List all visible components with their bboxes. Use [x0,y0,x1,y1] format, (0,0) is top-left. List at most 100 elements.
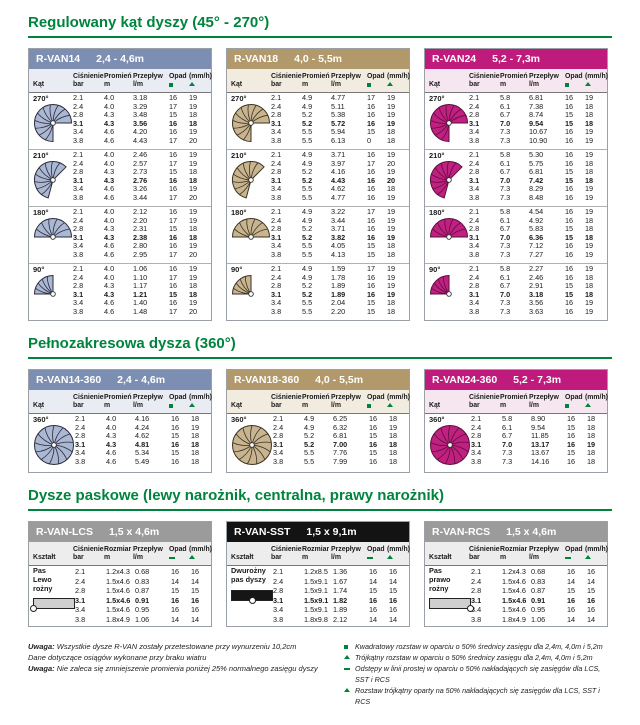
table-cell: 2.8 [471,586,482,596]
table-cell: 6.1 [500,272,511,282]
nozzle-icon-360 [231,424,273,471]
column-label: Kąt [33,81,45,88]
table-cell: 14 [171,576,180,586]
table-cell: 19 [585,298,594,308]
angle-group: 210° 2.1 4.9 3.71 16 19 2.4 4.9 3.97 17 20 2.8 5.2 4.… [227,149,409,206]
table-cell: 15 [367,127,376,137]
table-cell: 2.8 [73,281,84,291]
table-cell: 16 [369,595,378,605]
column-headers: Ciśnienie bar Promień m Przepływ l/m Opad (mm/h… [469,394,608,410]
table-cell: 19 [585,249,594,259]
table-cell: 3.1 [273,439,284,449]
table-values: 2.1 4.9 4.77 17 19 2.4 4.9 5.11 16 19 2.8 5.2 5.38 16… [271,93,407,148]
table-cell: 8.48 [529,192,544,202]
angle-cell: 360° [231,415,273,471]
table-name: R-VAN18-360 [234,374,300,386]
table-cell: 15 [565,110,574,120]
column-sublabel: l/m [331,402,341,409]
table-cell: 18 [191,431,200,441]
table-cell: 5.2 [302,167,313,177]
table-cell: 17 [367,207,376,216]
table-values: 2.1 4.0 2.12 16 19 2.4 4.0 2.20 17 19 2.8 4.3 2.31 15… [73,207,209,262]
table-cell: 18 [587,431,596,441]
table-cell: 18 [585,224,594,234]
spec-table-rvan24-360: R-VAN24-360 5,2 - 7,3m Kąt Ciśnienie bar Prom… [424,369,608,473]
strip-group: Dwurożny pas dyszy 2.1 1.2x8.5 1.36 16 16 2.4 1.… [227,566,409,626]
table-cell: 17 [367,93,376,102]
table-cell: 19 [387,264,396,273]
table-cell: 16 [367,224,376,234]
table-values: 2.1 4.0 4.16 16 18 2.4 4.0 4.24 16 19 2.8 4.3 4.62 15… [75,414,211,471]
table-cell: 3.8 [73,192,84,202]
table-title-bar: R-VAN14-360 2,4 - 4,6m [29,370,211,390]
column-header: Promień m [500,73,529,89]
table-cell: 2.46 [529,272,544,282]
table-cell: 7.3 [502,448,513,458]
table-cell: 13.17 [531,439,550,449]
table-cell: 2.1 [469,93,480,102]
table-cell: 3.1 [469,118,480,128]
table-cell: 7.76 [333,448,348,458]
column-label: Opad [367,546,385,553]
table-title-bar: R-VAN-SST 1,5 x 9,1m [227,522,409,542]
table-cell: 18 [387,241,396,251]
angle-group: 180° 2.1 4.0 2.12 16 19 2.4 4.0 2.20 17 19 2.8 4.3 2.… [29,206,211,263]
table-cell: 0.83 [135,576,150,586]
table-name: R-VAN-LCS [36,526,93,538]
nozzle-icon-360 [33,424,75,471]
table-cell: 2.1 [469,150,480,159]
table-cell: 7.3 [500,127,511,137]
table-cell: 3.56 [133,118,148,128]
table-cell: 4.6 [106,448,117,458]
column-label: Przepływ [529,546,559,553]
table-cell: 19 [585,184,594,194]
table-cell: 3.29 [133,101,148,111]
shape-label: Pas prawo rożny [429,566,471,593]
table-cell: 16 [171,605,180,615]
table-cell: 7.3 [500,192,511,202]
table-cell: 18 [585,101,594,111]
table-cell: 16 [171,456,180,466]
column-sublabel: m [500,402,507,409]
table-cell: 7.0 [500,175,511,185]
table-cell: 5.5 [304,448,315,458]
table-cell: 3.4 [469,298,480,308]
spec-table-rvan18-360: R-VAN18-360 4,0 - 5,5m Kąt Ciśnienie bar Prom… [226,369,410,473]
column-label: Kształt [231,554,254,561]
table-cell: 15 [369,448,378,458]
table-cell: 18 [189,167,198,177]
table-cell: 15 [191,586,200,596]
table-cell: 15 [567,448,576,458]
column-header: Promień m [104,394,133,410]
table-cell: 2.1 [73,207,84,216]
table-cell: 7.12 [529,241,544,251]
column-label: (mm/h) [387,394,410,401]
column-label: Kąt [429,402,441,409]
table-cell: 8.74 [529,110,544,120]
square-icon [565,83,569,87]
table-cell: 17 [169,101,178,111]
angle-cell: 360° [429,415,471,471]
table-cell: 2.4 [75,422,86,432]
table-cell: 4.6 [104,241,115,251]
table-cell: 3.4 [273,448,284,458]
column-label: Kąt [231,402,243,409]
column-sublabel: bar [469,402,480,409]
table-cell: 15 [169,167,178,177]
table-cell: 20 [387,175,396,185]
column-header-first: Kąt [429,73,469,89]
column-headers: Ciśnienie bar Promień m Przepływ l/m Opad (mm/h… [73,394,212,410]
table-range: 4,0 - 5,5m [294,53,343,65]
angle-label: 180° [33,208,49,217]
table-cell: 17 [169,192,178,202]
table-cell: 3.4 [273,605,284,615]
column-header-opad: Opad [565,73,585,89]
table-cell: 18 [389,414,398,423]
table-title-bar: R-VAN-LCS 1,5 x 4,6m [29,522,211,542]
table-cell: 19 [189,150,198,159]
table-cell: 16 [565,207,574,216]
table-cell: 16 [169,241,178,251]
angle-group: 270° 2.1 4.0 3.18 16 19 2.4 4.0 3.29 17 19 2.8 4.3 3.… [29,93,211,149]
table-cell: 16 [169,127,178,137]
square-icon [344,644,348,649]
